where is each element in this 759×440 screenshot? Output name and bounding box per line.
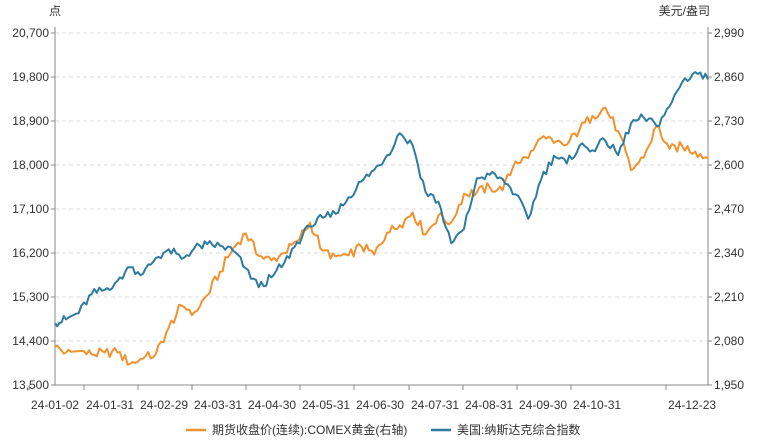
left-tick-label: 15,300: [12, 290, 49, 304]
x-tick-label: 24-12-23: [668, 398, 716, 412]
left-tick-label: 17,100: [12, 202, 49, 216]
legend: 期货收盘价(连续):COMEX黄金(右轴) 美国:纳斯达克综合指数: [186, 422, 580, 437]
right-tick-label: 2,600: [714, 158, 744, 172]
series-line-0: [54, 106, 709, 366]
right-tick-label: 2,210: [714, 290, 744, 304]
right-tick-label: 2,080: [714, 334, 744, 348]
series-line-1: [54, 71, 709, 328]
right-axis-ticks: 1,950 2,080 2,210 2,340 2,470 2,600 2,730 2,860…: [714, 26, 744, 392]
left-tick-label: 19,800: [12, 70, 49, 84]
x-tick-label: 24-02-29: [140, 398, 188, 412]
left-tick-label: 13,500: [12, 378, 49, 392]
right-tick-label: 2,730: [714, 114, 744, 128]
left-tick-label: 20,700: [12, 26, 49, 40]
right-axis-unit: 美元/盎司: [659, 4, 710, 18]
x-tick-label: 24-05-31: [302, 398, 350, 412]
legend-label: 期货收盘价(连续):COMEX黄金(右轴): [212, 422, 407, 437]
x-tick-label: 24-03-31: [194, 398, 242, 412]
right-tick-label: 2,340: [714, 246, 744, 260]
left-tick-label: 16,200: [12, 246, 49, 260]
left-tick-label: 18,000: [12, 158, 49, 172]
left-tick-label: 18,900: [12, 114, 49, 128]
grid-lines: [55, 32, 708, 342]
x-tick-label: 24-04-30: [248, 398, 296, 412]
legend-label: 美国:纳斯达克综合指数: [457, 422, 580, 437]
right-tick-label: 2,990: [714, 26, 744, 40]
series-layer: [54, 71, 709, 366]
x-tick-label: 24-10-31: [573, 398, 621, 412]
right-tick-label: 2,470: [714, 202, 744, 216]
right-tick-label: 2,860: [714, 70, 744, 84]
axes: [28, 27, 712, 390]
right-tick-label: 1,950: [714, 378, 744, 392]
x-axis-ticks: 24-01-02 24-01-31 24-02-29 24-03-31 24-04-30…: [31, 398, 716, 412]
x-tick-label: 24-09-30: [519, 398, 567, 412]
x-tick-label: 24-01-02: [31, 398, 79, 412]
x-tick-label: 24-08-31: [465, 398, 513, 412]
left-axis-unit: 点: [49, 4, 61, 18]
x-tick-label: 24-01-31: [86, 398, 134, 412]
x-tick-label: 24-07-31: [411, 398, 459, 412]
x-tick-label: 24-06-30: [356, 398, 404, 412]
left-axis-ticks: 13,500 14,400 15,300 16,200 17,100 18,000 18,9…: [12, 26, 49, 392]
left-tick-label: 14,400: [12, 334, 49, 348]
